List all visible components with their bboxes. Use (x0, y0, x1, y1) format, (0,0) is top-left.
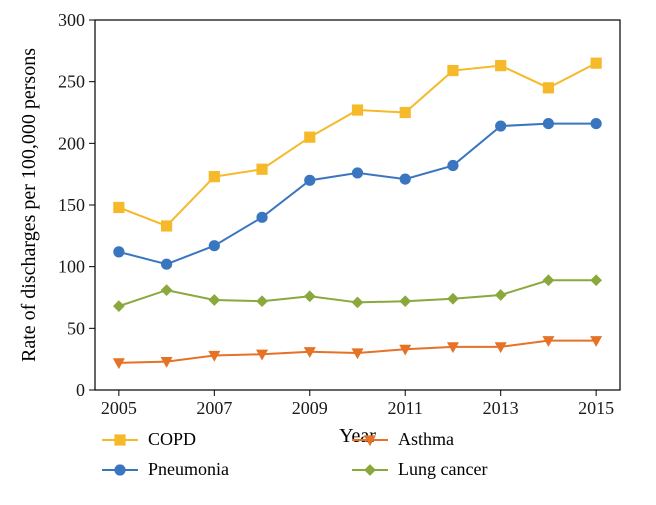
y-tick-label: 250 (58, 72, 85, 92)
y-tick-label: 100 (58, 257, 85, 277)
x-tick-label: 2009 (292, 398, 328, 418)
x-tick-label: 2005 (101, 398, 137, 418)
legend-label-asthma: Asthma (398, 429, 454, 449)
y-tick-label: 0 (76, 380, 85, 400)
legend-label-lungcancer: Lung cancer (398, 459, 487, 479)
x-tick-label: 2007 (196, 398, 232, 418)
x-tick-label: 2011 (388, 398, 423, 418)
y-tick-label: 150 (58, 195, 85, 215)
x-tick-label: 2013 (483, 398, 519, 418)
y-tick-label: 200 (58, 133, 85, 153)
line-chart: 0 50 100 150 200 250 300 2005 2007 2009 2011 2013 20… (0, 0, 656, 505)
legend-label-pneumonia: Pneumonia (148, 459, 229, 479)
y-axis-label: Rate of discharges per 100,000 persons (18, 48, 40, 362)
x-tick-label: 2015 (578, 398, 614, 418)
chart-svg: 0 50 100 150 200 250 300 2005 2007 2009 2011 2013 20… (0, 0, 656, 505)
y-tick-label: 300 (58, 10, 85, 30)
y-tick-label: 50 (67, 318, 85, 338)
legend-label-copd: COPD (148, 429, 196, 449)
